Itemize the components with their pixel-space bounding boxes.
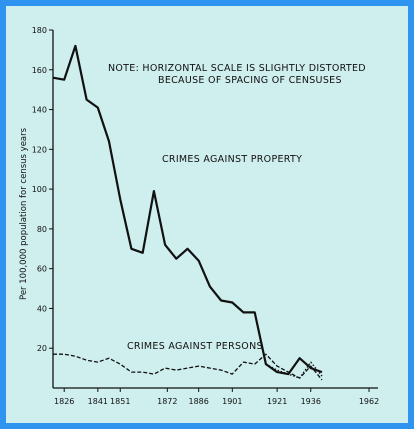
y-tick-label: 160 (32, 66, 47, 75)
x-tick-label: 1886 (189, 397, 209, 406)
x-tick-label: 1901 (222, 397, 242, 406)
x-tick-label: 1826 (54, 397, 74, 406)
x-tick-label: 1841 (88, 397, 108, 406)
axes (52, 30, 378, 389)
y-tick-label: 180 (32, 26, 47, 35)
y-tick-label: 120 (32, 145, 47, 154)
y-tick-label: 20 (37, 344, 47, 353)
x-tick-label: 1851 (110, 397, 130, 406)
series-lines (52, 44, 323, 381)
crimes-against-property-line (52, 44, 323, 376)
x-axis-ticks: 1826 1841 1851 1872 1886 1901 1921 1936 1962 (54, 388, 379, 406)
crimes-against-persons-line (53, 353, 323, 381)
x-tick-label: 1962 (359, 397, 379, 406)
chart-panel (6, 6, 408, 423)
annotations: NOTE: HORIZONTAL SCALE IS SLIGHTLY DISTO… (19, 63, 366, 352)
series-3-line (265, 361, 323, 379)
y-tick-label: 100 (32, 185, 47, 194)
note-line-2: BECAUSE OF SPACING OF CENSUSES (158, 75, 342, 86)
x-tick-label: 1921 (267, 397, 287, 406)
y-tick-label: 80 (37, 225, 47, 234)
y-axis-ticks: 20 40 60 80 100 120 140 160 180 (32, 26, 53, 353)
label-crimes-against-property: CRIMES AGAINST PROPERTY (162, 154, 302, 165)
y-tick-label: 140 (32, 106, 47, 115)
y-tick-label: 60 (37, 265, 47, 274)
y-tick-label: 40 (37, 304, 47, 313)
x-tick-label: 1872 (157, 397, 177, 406)
note-line-1: NOTE: HORIZONTAL SCALE IS SLIGHTLY DISTO… (108, 63, 366, 74)
x-tick-label: 1936 (301, 397, 321, 406)
y-axis-label: Per 100,000 population for census years (19, 127, 29, 300)
label-crimes-against-persons: CRIMES AGAINST PERSONS (127, 341, 263, 352)
